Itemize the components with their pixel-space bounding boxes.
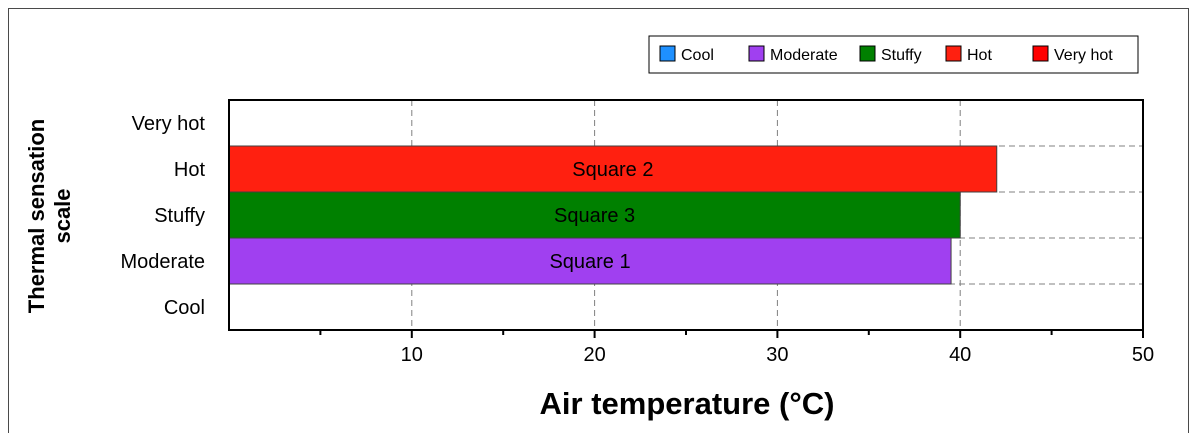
- bar-label: Square 3: [554, 205, 635, 227]
- x-tick-label: 10: [401, 344, 423, 366]
- axes: 10 20 30 40 50 Cool Moderate Stuffy Hot Very hot: [121, 99, 1154, 366]
- legend-swatch: [748, 45, 765, 62]
- bar-label: Square 1: [549, 251, 630, 273]
- bar-label: Square 2: [572, 159, 653, 181]
- y-tick-label: Hot: [174, 159, 206, 181]
- legend-label: Cool: [681, 47, 714, 64]
- y-tick-label: Very hot: [132, 113, 206, 135]
- y-axis-label: Thermal sensation scale: [24, 119, 75, 313]
- bars: Square 1 Square 3 Square 2: [228, 145, 998, 285]
- legend-label: Stuffy: [881, 47, 922, 64]
- legend-swatch: [659, 45, 676, 62]
- legend-label: Very hot: [1054, 47, 1113, 64]
- legend-swatch: [945, 45, 962, 62]
- x-tick-label: 20: [583, 344, 605, 366]
- bar-square-3: [228, 191, 961, 239]
- legend: Cool Moderate Stuffy Hot Very hot: [648, 35, 1139, 74]
- x-tick-label: 50: [1132, 344, 1154, 366]
- y-tick-label: Stuffy: [154, 205, 205, 227]
- legend-box: [648, 35, 1139, 74]
- legend-swatch: [859, 45, 876, 62]
- chart-frame: [8, 8, 1189, 433]
- bar-square-2: [228, 145, 998, 193]
- x-tick-label: 40: [949, 344, 971, 366]
- legend-swatch: [1032, 45, 1049, 62]
- y-axis-label-line-1: Thermal sensation: [24, 119, 49, 313]
- y-axis-label-line-2: scale: [50, 188, 75, 243]
- legend-label: Hot: [967, 47, 992, 64]
- y-tick-label: Moderate: [121, 251, 206, 273]
- y-tick-label: Cool: [164, 297, 205, 319]
- legend-label: Moderate: [770, 47, 838, 64]
- x-tick-label: 30: [766, 344, 788, 366]
- x-axis-label: Air temperature (°C): [540, 386, 835, 421]
